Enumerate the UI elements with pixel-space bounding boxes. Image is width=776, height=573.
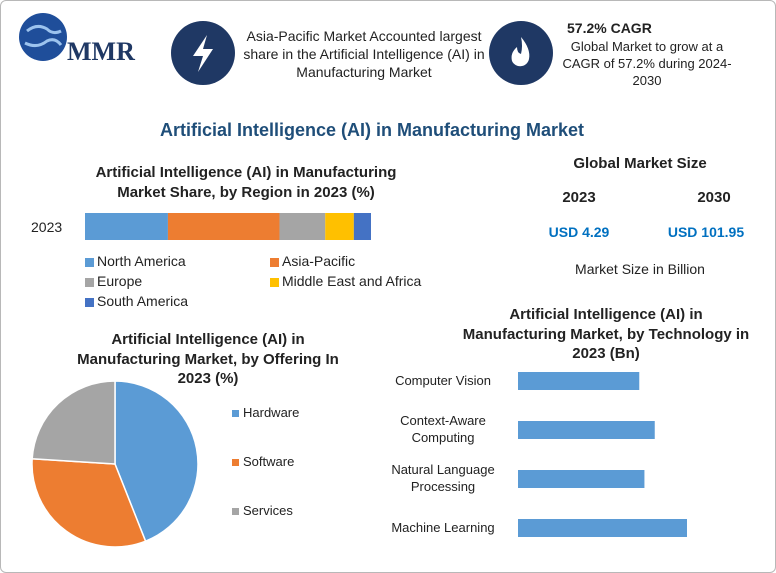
bar-segment [325,213,354,240]
legend-label: South America [97,293,189,309]
bar [518,470,645,488]
bar [518,421,655,439]
market-size-note: Market Size in Billion [575,261,705,277]
legend-label: Asia-Pacific [282,253,356,269]
cagr-title: 57.2% CAGR [567,20,652,36]
chart-title: Artificial Intelligence (AI) in Manufact… [462,306,750,362]
legend-swatch [232,410,239,417]
market-size-year: 2030 [697,189,731,206]
bar-segment [279,213,326,240]
y-tick-label: Natural Language Processing [391,462,495,494]
legend-label: Middle East and Africa [282,273,422,289]
y-tick-label: Context-Aware Computing [400,413,486,445]
legend-swatch [85,278,94,287]
legend-label: Europe [97,273,143,289]
pie-slice [31,380,116,465]
legend-label: North America [97,253,186,269]
legend-label: Hardware [243,405,300,420]
y-tick-label: Machine Learning [391,519,495,535]
cagr-text: Global Market to grow at a CAGR of 57.2%… [562,39,732,88]
legend-label: Services [243,503,293,518]
bar-segment [353,213,371,240]
chart-title: Artificial Intelligence (AI) in Manufact… [77,331,339,387]
legend-swatch [232,508,239,515]
icon-circle [489,21,553,85]
bar-segment [167,213,280,240]
legend-swatch [85,298,94,307]
legend-label: Software [243,454,295,469]
market-size-year: 2023 [562,189,596,206]
bar-segment [85,213,168,240]
bar [518,519,687,537]
legend-swatch [270,258,279,267]
logo-globe [19,13,67,61]
y-tick-label: Computer Vision [395,372,491,388]
pie-slice [31,457,147,548]
market-size-value: USD 101.95 [667,224,745,240]
highlight-text: Asia-Pacific Market Accounted largest sh… [243,28,485,81]
logo-globe-lines [24,24,63,48]
legend-swatch [85,258,94,267]
icon-flame [511,37,530,67]
icon-bolt [193,35,213,72]
bar [518,372,640,390]
legend-swatch [270,278,279,287]
main-title: Artificial Intelligence (AI) in Manufact… [159,120,585,140]
chart-title: Artificial Intelligence (AI) in Manufact… [95,164,397,201]
y-tick-label: 2023 [31,219,63,235]
logo-text: MMR [67,37,135,66]
market-size-value: USD 4.29 [548,224,610,240]
legend-swatch [232,459,239,466]
pie-slice [114,380,199,543]
market-size-title: Global Market Size [573,155,707,172]
